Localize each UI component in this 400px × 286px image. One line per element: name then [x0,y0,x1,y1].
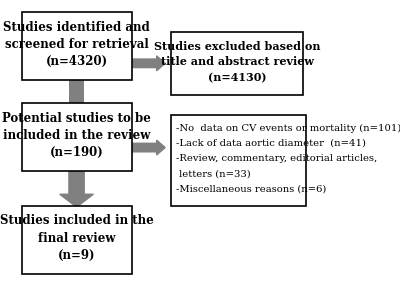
Text: letters (n=33): letters (n=33) [176,169,251,178]
Text: screened for retrieval: screened for retrieval [5,38,148,51]
FancyBboxPatch shape [69,80,84,103]
Text: Studies identified and: Studies identified and [3,21,150,34]
FancyBboxPatch shape [22,206,132,274]
FancyBboxPatch shape [22,12,132,80]
Text: (n=4320): (n=4320) [46,55,108,68]
Text: included in the review: included in the review [3,129,150,142]
Text: title and abstract review: title and abstract review [160,56,314,67]
Text: (n=9): (n=9) [58,249,95,262]
Text: -No  data on CV events or mortality (n=101): -No data on CV events or mortality (n=10… [176,124,400,133]
FancyBboxPatch shape [22,103,132,172]
FancyBboxPatch shape [171,114,306,206]
FancyArrow shape [84,140,165,155]
Text: Potential studies to be: Potential studies to be [2,112,151,125]
FancyArrow shape [84,56,165,71]
FancyArrow shape [60,172,93,207]
Text: -Miscellaneous reasons (n=6): -Miscellaneous reasons (n=6) [176,184,326,193]
Text: (n=4130): (n=4130) [208,72,266,83]
Text: Studies excluded based on: Studies excluded based on [154,41,320,51]
Text: Studies included in the: Studies included in the [0,214,154,227]
Text: (n=190): (n=190) [50,146,104,159]
Text: final review: final review [38,232,115,245]
FancyBboxPatch shape [171,32,303,95]
Text: -Review, commentary, editorial articles,: -Review, commentary, editorial articles, [176,154,377,163]
Text: -Lack of data aortic diameter  (n=41): -Lack of data aortic diameter (n=41) [176,139,366,148]
